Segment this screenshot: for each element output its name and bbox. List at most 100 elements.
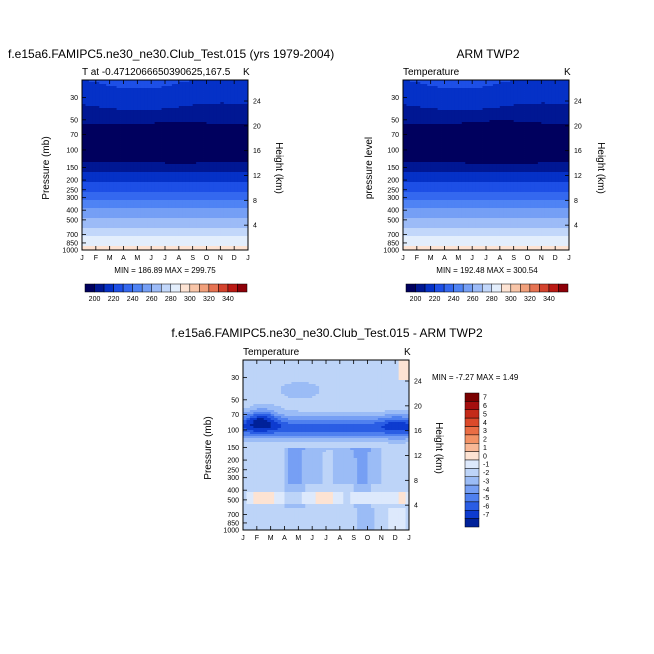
contour-cell	[116, 104, 121, 107]
contour-cell	[237, 112, 242, 115]
contour-cell	[88, 114, 93, 117]
contour-cell	[92, 162, 97, 165]
contour-cell	[120, 176, 124, 179]
contour-cell	[189, 180, 194, 183]
contour-cell	[85, 162, 90, 165]
contour-cell	[99, 132, 104, 135]
contour-cell	[88, 100, 93, 103]
contour-cell	[196, 150, 200, 153]
contour-cell	[241, 174, 245, 177]
contour-cell	[227, 172, 232, 175]
contour-cell	[241, 168, 245, 171]
contour-cell	[196, 114, 200, 117]
contour-cell	[213, 146, 218, 149]
contour-cell	[88, 168, 93, 171]
contour-cell	[220, 170, 225, 173]
contour-cell	[196, 120, 200, 123]
contour-cell	[237, 118, 242, 121]
contour-cell	[244, 128, 249, 131]
contour-cell	[154, 118, 159, 121]
contour-cell	[203, 82, 207, 85]
contour-cell	[158, 116, 162, 119]
contour-cell	[95, 154, 100, 157]
contour-cell	[237, 130, 242, 133]
contour-cell	[126, 128, 131, 131]
contour-cell	[178, 96, 183, 99]
contour-cell	[241, 104, 245, 107]
contour-cell	[85, 120, 90, 123]
contour-cell	[199, 152, 204, 155]
contour-cell	[209, 90, 214, 93]
contour-cell	[85, 130, 90, 133]
contour-cell	[106, 110, 111, 113]
contour-cell	[140, 174, 145, 177]
contour-cell	[203, 96, 207, 99]
contour-cell	[216, 130, 221, 133]
contour-cell	[116, 178, 121, 181]
contour-cell	[171, 116, 176, 119]
contour-cell	[85, 106, 90, 109]
contour-cell	[158, 114, 162, 117]
contour-cell	[95, 156, 100, 159]
contour-cell	[206, 116, 211, 119]
contour-cell	[151, 180, 156, 183]
contour-cell	[126, 176, 131, 179]
contour-cell	[85, 186, 90, 189]
contour-cell	[92, 150, 97, 153]
contour-cell	[154, 110, 159, 113]
contour-cell	[154, 82, 159, 85]
contour-cell	[99, 118, 104, 121]
contour-cell	[130, 156, 135, 159]
contour-cell	[171, 176, 176, 179]
contour-cell	[178, 170, 183, 173]
contour-cell	[203, 140, 207, 143]
contour-cell	[120, 108, 124, 111]
contour-cell	[209, 116, 214, 119]
contour-cell	[140, 186, 145, 189]
contour-cell	[227, 96, 232, 99]
contour-cell	[175, 140, 180, 143]
contour-cell	[154, 92, 159, 95]
contour-cell	[133, 116, 138, 119]
contour-cell	[123, 116, 128, 119]
contour-cell	[106, 186, 111, 189]
contour-cell	[206, 132, 211, 135]
contour-cell	[161, 144, 166, 147]
contour-cell	[206, 108, 211, 111]
contour-cell	[206, 172, 211, 175]
contour-cell	[144, 94, 149, 97]
contour-cell	[85, 150, 90, 153]
contour-cell	[175, 186, 180, 189]
contour-cell	[95, 168, 100, 171]
contour-cell	[209, 130, 214, 133]
contour-cell	[82, 94, 86, 97]
contour-cell	[106, 150, 111, 153]
contour-cell	[171, 102, 176, 105]
contour-cell	[209, 82, 214, 85]
contour-cell	[151, 102, 156, 105]
contour-cell	[99, 162, 104, 165]
colorbar-label: 340	[222, 296, 234, 303]
contour-cell	[102, 148, 107, 151]
contour-cell	[158, 96, 162, 99]
contour-cell	[102, 132, 107, 135]
contour-cell	[178, 116, 183, 119]
contour-cell	[95, 176, 100, 179]
contour-cell	[154, 126, 159, 129]
contour-cell	[120, 168, 124, 171]
contour-cell	[137, 170, 142, 173]
contour-cell	[223, 110, 228, 113]
contour-cell	[178, 184, 183, 187]
contour-cell	[154, 114, 159, 117]
contour-cell	[165, 140, 169, 143]
contour-cell	[216, 94, 221, 97]
contour-cell	[237, 110, 242, 113]
contour-cell	[161, 84, 166, 87]
contour-cell	[220, 144, 225, 147]
contour-cell	[154, 124, 159, 127]
contour-cell	[120, 164, 124, 167]
contour-cell	[82, 100, 86, 103]
contour-cell	[154, 150, 159, 153]
contour-cell	[130, 118, 135, 121]
contour-cell	[244, 134, 249, 137]
